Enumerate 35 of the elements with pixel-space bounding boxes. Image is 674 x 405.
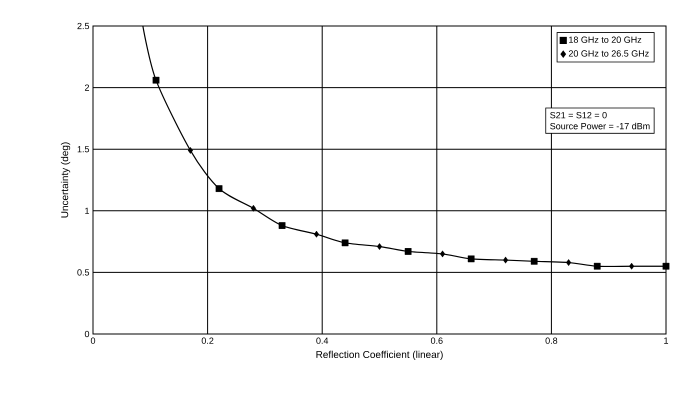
y-tick-label: 0 [84, 330, 90, 338]
point [250, 204, 256, 212]
point [404, 248, 412, 255]
point [594, 262, 601, 270]
point [278, 222, 286, 229]
point [440, 250, 446, 258]
x-tick-label: 0 [90, 338, 96, 344]
point [152, 76, 160, 84]
x-tick-label: 0.2 [202, 338, 214, 344]
point [662, 262, 670, 270]
point [502, 256, 508, 264]
x-tick-label: 1 [664, 338, 668, 344]
y-tick-label: 1.5 [78, 146, 90, 152]
point [530, 258, 538, 265]
annotation: Source Power = -17 dBm [550, 122, 650, 130]
y-axis-title: Uncertainty (deg) [60, 142, 70, 218]
legend-label: 20 GHz to 26.5 GHz [568, 50, 649, 57]
x-axis-title: Reflection Coefficient (linear) [316, 350, 443, 360]
legend-label: 18 GHz to 20 GHz [569, 36, 642, 43]
point [216, 185, 222, 192]
x-tick-label: 0.8 [546, 338, 558, 344]
x-tick-label: 0.4 [316, 338, 328, 344]
y-tick-label: 0.5 [77, 269, 90, 276]
point [314, 230, 320, 238]
point [342, 239, 349, 246]
y-tick-label: 2 [84, 84, 90, 91]
point [566, 259, 572, 266]
annotation: S21 = S12 = 0 [550, 112, 607, 118]
y-tick-label: 2.5 [77, 22, 90, 30]
point [629, 262, 634, 270]
point [188, 147, 194, 154]
y-tick-label: 1 [85, 208, 90, 214]
point [468, 255, 475, 262]
point [376, 243, 382, 250]
x-tick-label: 0.6 [430, 338, 443, 344]
